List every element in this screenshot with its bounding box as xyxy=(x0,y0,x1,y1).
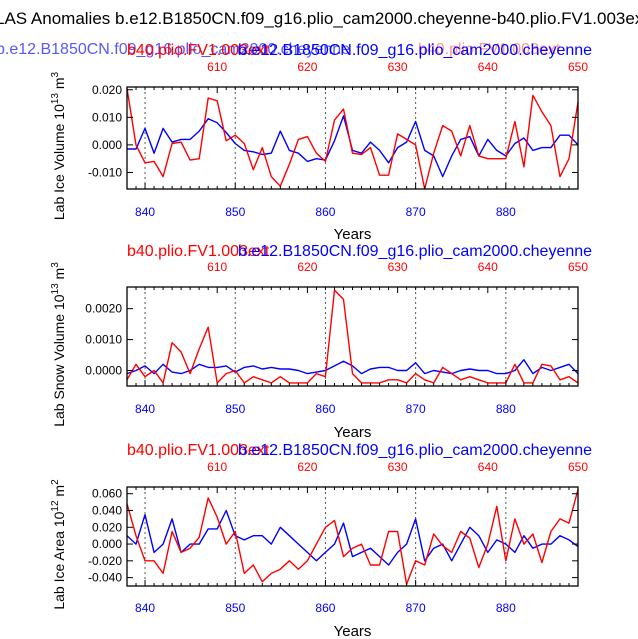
y-axis-label-text: Lab Ice Volume 10 xyxy=(51,104,67,220)
figure-title: LAS Anomalies b.e12.B1850CN.f09_g16.plio… xyxy=(0,9,638,28)
series-line-red xyxy=(126,88,579,190)
y-tick-label: 0.0000 xyxy=(85,364,122,378)
y-tick-label: 0.020 xyxy=(92,520,122,534)
x-tick-label-top: 620 xyxy=(297,260,317,274)
y-axis-label-unit-exponent: 2 xyxy=(50,479,61,485)
x-tick-label-bottom: 870 xyxy=(406,601,426,615)
plot-frame xyxy=(126,486,579,587)
y-axis-label: Lab Ice Volume 1013 m3 xyxy=(50,71,67,220)
panel-1: b40.plio.FV1.003extb.e12.B1850CN.f09_g16… xyxy=(50,42,592,243)
y-tick-label: -0.010 xyxy=(88,165,122,179)
x-axis-label: Years xyxy=(334,226,372,243)
y-axis-label-unit-exponent: 3 xyxy=(50,262,61,268)
y-tick-label: 0.020 xyxy=(92,83,122,97)
panel-title-red: b40.plio.FV1.003ext xyxy=(127,243,270,260)
y-tick-label: 0.060 xyxy=(92,487,122,501)
panel-title-red: b40.plio.FV1.003ext xyxy=(127,42,270,59)
panel-title-blue: b.e12.B1850CN.f09_g16.plio_cam2000.cheye… xyxy=(238,442,592,459)
y-axis-label-text: Lab Snow Volume 10 xyxy=(51,294,67,427)
x-tick-label-top: 620 xyxy=(297,60,317,74)
x-tick-label-bottom: 860 xyxy=(315,402,335,416)
x-tick-label-bottom: 850 xyxy=(225,402,245,416)
x-tick-label-bottom: 870 xyxy=(406,402,426,416)
x-tick-label-bottom: 880 xyxy=(496,205,516,219)
x-tick-label-top: 630 xyxy=(388,60,408,74)
panels: b40.plio.FV1.003extb.e12.B1850CN.f09_g16… xyxy=(50,42,592,639)
panel-2: b40.plio.FV1.003extb.e12.B1850CN.f09_g16… xyxy=(50,243,592,441)
x-tick-label-top: 640 xyxy=(478,260,498,274)
x-tick-label-bottom: 840 xyxy=(135,205,155,219)
y-tick-label: -0.040 xyxy=(88,571,122,585)
x-axis-label: Years xyxy=(334,424,372,441)
x-tick-label-bottom: 880 xyxy=(496,402,516,416)
y-axis-label-exponent: 12 xyxy=(50,500,61,512)
x-tick-label-top: 640 xyxy=(478,60,498,74)
x-axis-label: Years xyxy=(334,623,372,639)
x-tick-label-top: 610 xyxy=(207,460,227,474)
y-axis-label-exponent: 13 xyxy=(50,283,61,295)
x-tick-label-bottom: 840 xyxy=(135,601,155,615)
y-axis-label-unit: m xyxy=(51,485,67,501)
y-axis-label-unit: m xyxy=(51,77,67,93)
x-tick-label-top: 650 xyxy=(568,460,588,474)
series-line-blue xyxy=(127,115,579,178)
x-tick-label-top: 650 xyxy=(568,60,588,74)
x-tick-label-top: 620 xyxy=(297,460,317,474)
panel-title-blue: b.e12.B1850CN.f09_g16.plio_cam2000.cheye… xyxy=(238,42,592,59)
x-tick-label-top: 650 xyxy=(568,260,588,274)
y-tick-label: 0.040 xyxy=(92,503,122,517)
series-line-red xyxy=(126,489,579,585)
x-tick-label-top: 630 xyxy=(388,260,408,274)
x-tick-label-top: 610 xyxy=(207,60,227,74)
y-axis-label-exponent: 13 xyxy=(50,93,61,105)
x-tick-label-top: 640 xyxy=(478,460,498,474)
x-tick-label-top: 610 xyxy=(207,260,227,274)
x-tick-label-top: 630 xyxy=(388,460,408,474)
panel-title-blue: b.e12.B1850CN.f09_g16.plio_cam2000.cheye… xyxy=(238,243,592,260)
y-axis-label-unit-exponent: 3 xyxy=(50,71,61,77)
x-tick-label-bottom: 850 xyxy=(225,205,245,219)
y-tick-label: 0.000 xyxy=(92,537,122,551)
series-line-red xyxy=(126,289,579,384)
y-axis-label: Lab Snow Volume 1013 m3 xyxy=(50,262,67,427)
y-axis-label: Lab Ice Area 1012 m2 xyxy=(50,479,67,610)
y-tick-label: 0.010 xyxy=(92,110,122,124)
y-axis-label-text: Lab Ice Area 10 xyxy=(51,511,67,609)
x-tick-label-bottom: 880 xyxy=(496,601,516,615)
y-tick-label: -0.020 xyxy=(88,554,122,568)
y-axis-label-unit: m xyxy=(51,268,67,284)
x-tick-label-bottom: 840 xyxy=(135,402,155,416)
y-tick-label: 0.000 xyxy=(92,138,122,152)
x-tick-label-bottom: 870 xyxy=(406,205,426,219)
x-tick-label-bottom: 850 xyxy=(225,601,245,615)
figure-subtitle-blue: b.e12.B1850CN.f09_g16.plio_cam2000.cheye… xyxy=(0,41,350,58)
x-tick-label-bottom: 860 xyxy=(315,205,335,219)
figure-subtitle-red: b40.plio.FV1.003ext xyxy=(418,41,561,58)
panel-title-red: b40.plio.FV1.003ext xyxy=(127,442,270,459)
x-tick-label-bottom: 860 xyxy=(315,601,335,615)
y-tick-label: 0.0020 xyxy=(85,302,122,316)
y-tick-label: 0.0010 xyxy=(85,333,122,347)
panel-3: b40.plio.FV1.003extb.e12.B1850CN.f09_g16… xyxy=(50,442,592,639)
series-line-blue xyxy=(126,359,579,375)
